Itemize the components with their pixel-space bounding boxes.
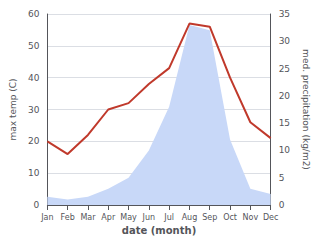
svg-text:5: 5 (279, 173, 285, 183)
svg-text:10: 10 (28, 168, 40, 178)
svg-text:60: 60 (28, 9, 40, 19)
svg-text:50: 50 (28, 41, 40, 51)
svg-text:Jan: Jan (40, 213, 53, 222)
svg-text:Aug: Aug (182, 213, 198, 222)
svg-text:Jul: Jul (163, 213, 174, 222)
svg-text:Mar: Mar (80, 213, 96, 222)
svg-text:Sep: Sep (202, 213, 217, 222)
svg-text:15: 15 (279, 118, 290, 128)
svg-text:Jun: Jun (142, 213, 156, 222)
svg-text:date (month): date (month) (122, 225, 196, 236)
svg-text:Apr: Apr (101, 213, 116, 222)
svg-text:25: 25 (279, 64, 290, 74)
svg-text:30: 30 (279, 36, 291, 46)
svg-text:max temp (C): max temp (C) (8, 78, 18, 140)
svg-text:med. precipitation (kg/m2): med. precipitation (kg/m2) (301, 49, 311, 170)
svg-text:May: May (120, 213, 137, 222)
svg-text:0: 0 (279, 200, 285, 210)
svg-text:Feb: Feb (61, 213, 75, 222)
svg-text:40: 40 (28, 73, 40, 83)
svg-text:0: 0 (34, 200, 40, 210)
svg-text:30: 30 (28, 105, 40, 115)
svg-text:Dec: Dec (263, 213, 278, 222)
svg-text:35: 35 (279, 9, 290, 19)
svg-text:20: 20 (28, 136, 40, 146)
svg-text:10: 10 (279, 145, 291, 155)
svg-text:Oct: Oct (223, 213, 237, 222)
svg-text:Nov: Nov (243, 213, 259, 222)
svg-text:20: 20 (279, 91, 291, 101)
